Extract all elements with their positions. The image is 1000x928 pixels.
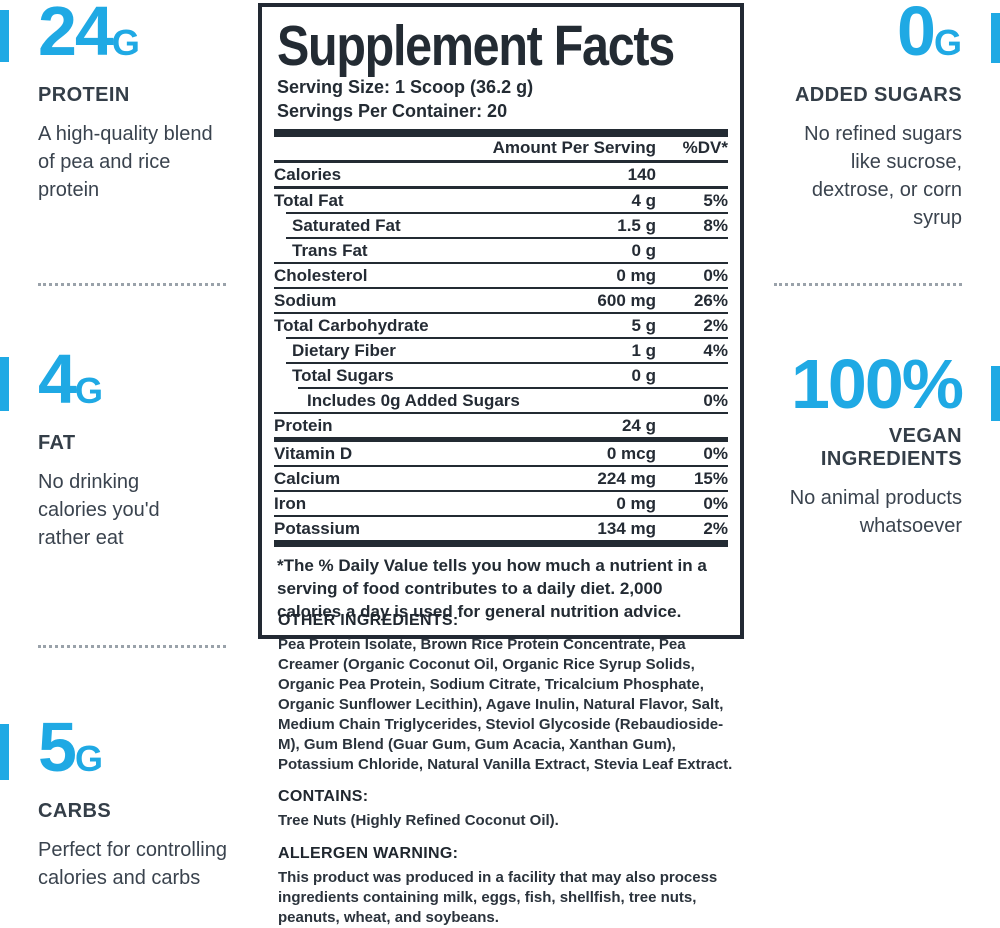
allergen-warning-text: This product was produced in a facility … [278,869,718,926]
table-row-sodium: Sodium 600 mg 26% [274,290,728,310]
stat-protein-value: 24G [38,0,140,70]
panel-title: Supplement Facts [277,14,675,78]
table-header: Amount Per Serving %DV* [274,137,728,160]
table-row-cholesterol: Cholesterol 0 mg 0% [274,265,728,285]
stat-vegan-value: 100% [790,345,964,423]
servings-per-container: Servings Per Container: 20 [277,101,508,121]
stat-vegan-label: VEGAN INGREDIENTS [820,425,962,470]
row-divider [274,160,728,163]
contains-heading: CONTAINS: [278,788,369,805]
accent-bar-added-sugars [991,13,1000,63]
stat-fat-value: 4G [38,340,103,418]
allergen-warning-heading: ALLERGEN WARNING: [278,845,459,862]
row-divider [274,412,728,414]
stat-carbs-label: CARBS [38,800,112,822]
dv-footnote: *The % Daily Value tells you how much a … [277,556,707,621]
stat-fat-desc: No drinking calories you'd rather eat [38,471,160,549]
stat-vegan: 100% VEGAN INGREDIENTS No animal product… [762,345,964,540]
row-divider [274,262,728,264]
table-row-total-fat: Total Fat 4 g 5% [274,190,728,210]
row-divider [274,515,728,517]
stat-vegan-desc: No animal products whatsoever [789,487,962,537]
row-divider [298,387,728,389]
row-divider [274,465,728,467]
row-divider-xthick [274,540,728,547]
stat-added-sugars-desc: No refined sugars like sucrose, dextrose… [804,123,962,229]
row-divider [286,212,728,214]
table-row-potassium: Potassium 134 mg 2% [274,518,728,538]
stat-added-sugars-label: ADDED SUGARS [794,84,962,106]
divider-dotted-right-1 [774,283,962,286]
col-amount-per-serving: Amount Per Serving [492,138,656,157]
table-row-saturated-fat: Saturated Fat 1.5 g 8% [292,215,728,235]
accent-bar-fat [0,357,9,411]
row-divider [286,362,728,364]
row-divider-thick [274,437,728,442]
divider-dotted-left-2 [38,645,226,648]
row-divider [274,312,728,314]
table-row-total-carbohydrate: Total Carbohydrate 5 g 2% [274,315,728,335]
row-divider [286,337,728,339]
stat-carbs-value: 5G [38,708,103,786]
stat-protein: 24G PROTEIN A high-quality blend of pea … [38,0,248,204]
supplement-facts-panel: Supplement Facts Serving Size: 1 Scoop (… [258,3,744,639]
other-ingredients-heading: OTHER INGREDIENTS: [278,612,459,629]
table-row-calcium: Calcium 224 mg 15% [274,468,728,488]
row-divider [286,237,728,239]
accent-bar-vegan [991,366,1000,421]
col-percent-dv: %DV* [682,138,728,157]
table-row-protein: Protein 24 g [274,415,656,435]
row-divider [274,287,728,289]
table-row-calories: Calories 140 [274,164,656,184]
section-other-ingredients: OTHER INGREDIENTS: Pea Protein Isolate, … [278,612,740,775]
row-divider [274,490,728,492]
stat-carbs-desc: Perfect for controlling calories and car… [38,839,227,889]
row-divider [274,186,728,189]
other-ingredients-text: Pea Protein Isolate, Brown Rice Protein … [278,636,733,773]
table-row-iron: Iron 0 mg 0% [274,493,728,513]
divider-dotted-left-1 [38,283,226,286]
divider-heavy-top [274,129,728,137]
section-allergen-warning: ALLERGEN WARNING: This product was produ… [278,845,740,928]
stat-fat-label: FAT [38,432,76,454]
section-contains: CONTAINS: Tree Nuts (Highly Refined Coco… [278,788,740,831]
table-row-dietary-fiber: Dietary Fiber 1 g 4% [292,340,728,360]
stat-carbs: 5G CARBS Perfect for controlling calorie… [38,708,250,892]
stat-protein-desc: A high-quality blend of pea and rice pro… [38,123,213,201]
contains-text: Tree Nuts (Highly Refined Coconut Oil). [278,812,559,829]
stat-protein-label: PROTEIN [38,84,130,106]
stat-fat: 4G FAT No drinking calories you'd rather… [38,340,248,552]
table-row-total-sugars: Total Sugars 0 g [292,365,656,385]
stat-added-sugars: 0G ADDED SUGARS No refined sugars like s… [762,0,962,232]
table-row-added-sugars: Includes 0g Added Sugars 0% [307,390,728,410]
serving-size: Serving Size: 1 Scoop (36.2 g) [277,77,534,97]
accent-bar-carbs [0,724,9,780]
stat-added-sugars-value: 0G [897,0,962,70]
table-row-trans-fat: Trans Fat 0 g [292,240,656,260]
accent-bar-protein [0,10,9,62]
